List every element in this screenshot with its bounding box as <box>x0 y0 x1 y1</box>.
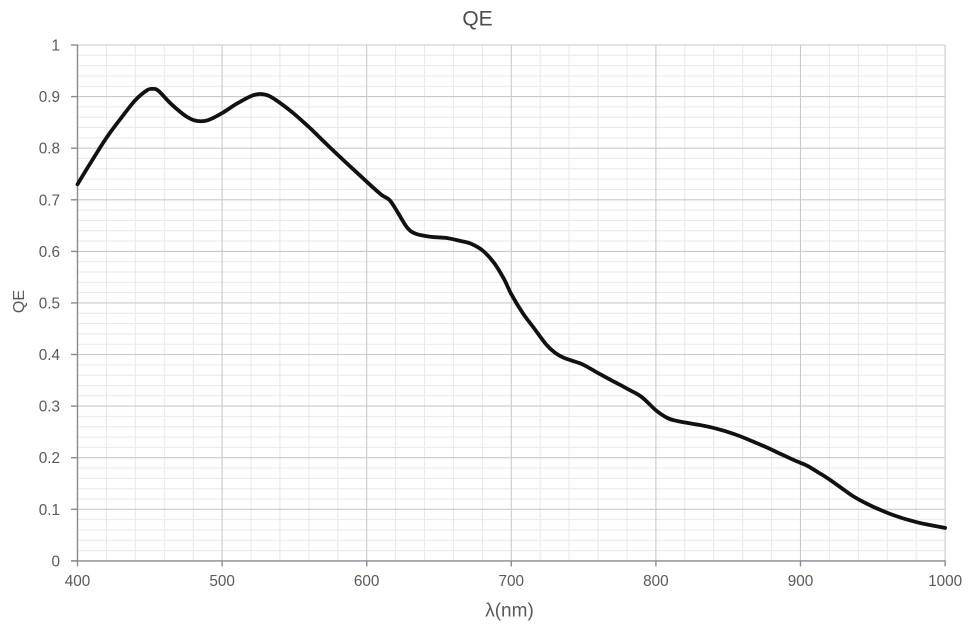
svg-text:0.2: 0.2 <box>39 450 60 467</box>
svg-text:0.5: 0.5 <box>39 295 60 312</box>
svg-text:500: 500 <box>209 573 235 590</box>
svg-text:QE: QE <box>11 290 28 313</box>
svg-text:0.8: 0.8 <box>39 141 60 158</box>
svg-text:400: 400 <box>65 573 91 590</box>
svg-text:800: 800 <box>643 573 669 590</box>
svg-text:λ(nm): λ(nm) <box>485 601 534 622</box>
svg-text:0.7: 0.7 <box>39 192 60 209</box>
svg-text:0.9: 0.9 <box>39 89 60 106</box>
svg-text:0.6: 0.6 <box>39 244 60 261</box>
svg-text:700: 700 <box>499 573 525 590</box>
svg-text:QE: QE <box>462 8 492 31</box>
svg-text:0.3: 0.3 <box>39 399 60 416</box>
svg-text:1: 1 <box>51 38 60 55</box>
svg-text:1000: 1000 <box>928 573 962 590</box>
svg-text:0.1: 0.1 <box>39 502 60 519</box>
svg-text:0: 0 <box>51 553 60 570</box>
svg-text:600: 600 <box>354 573 380 590</box>
svg-text:0.4: 0.4 <box>39 347 61 364</box>
svg-text:900: 900 <box>788 573 814 590</box>
